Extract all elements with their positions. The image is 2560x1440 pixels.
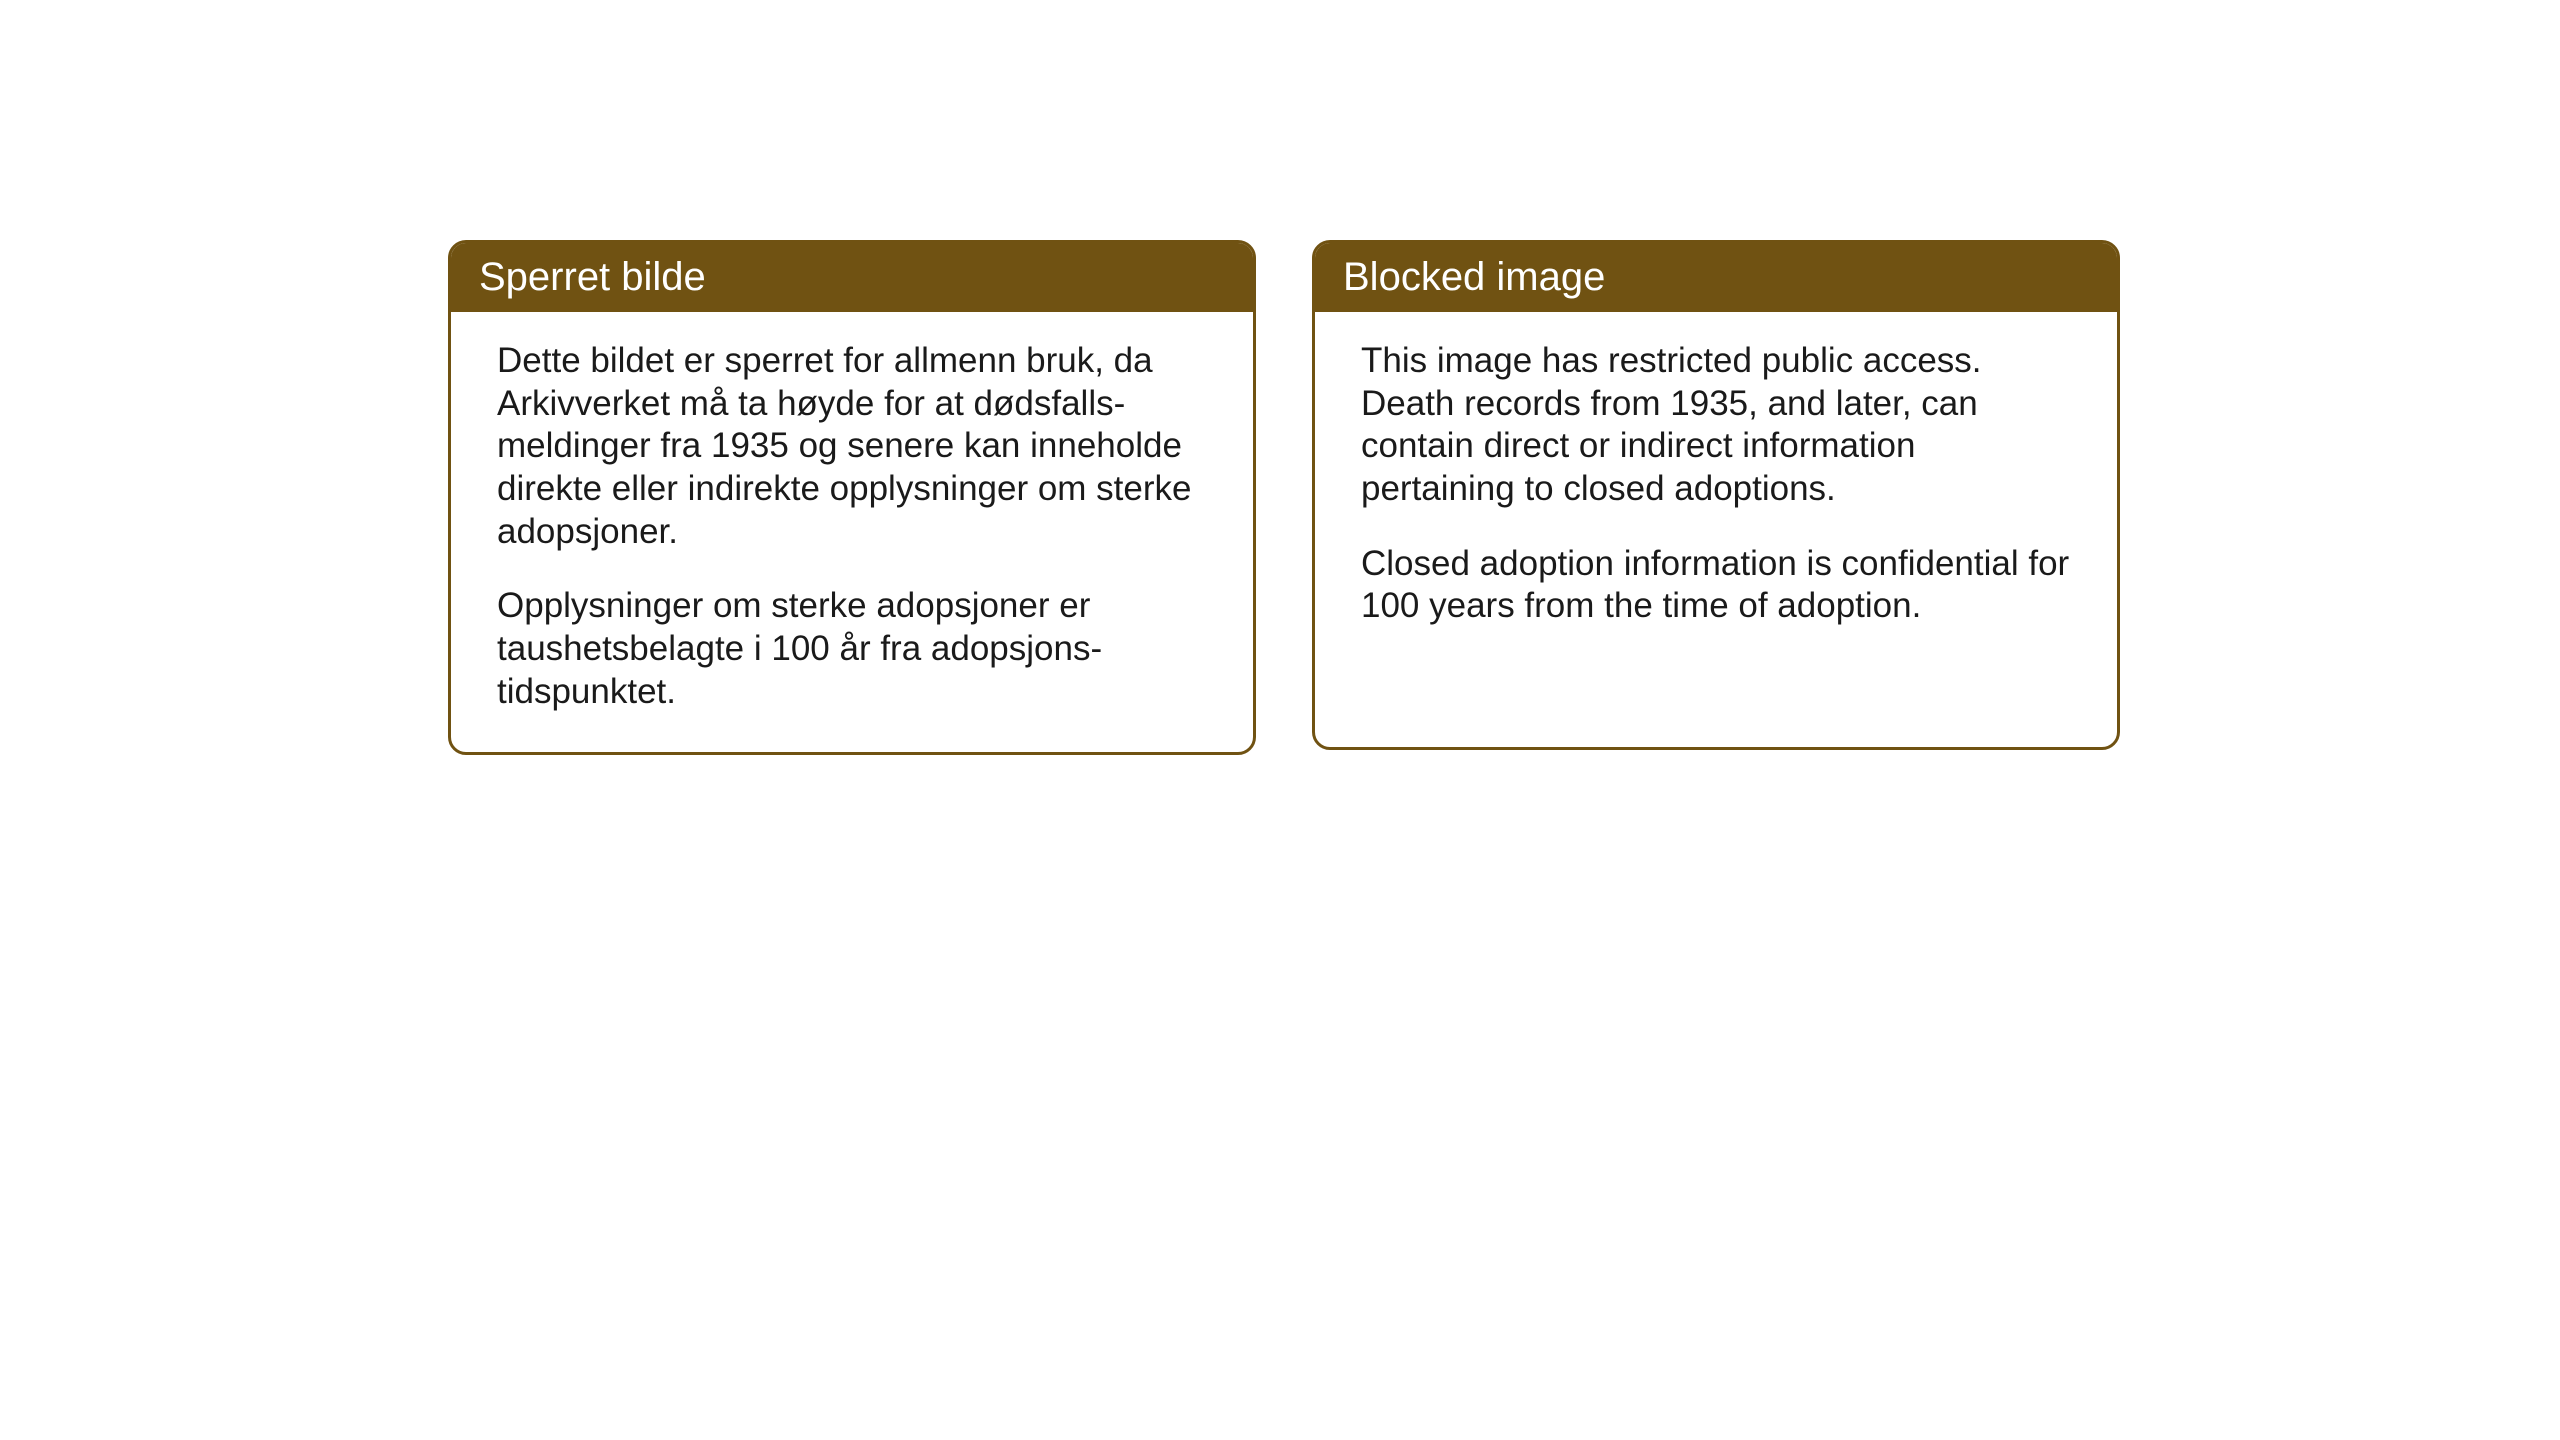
norwegian-paragraph-2: Opplysninger om sterke adopsjoner er tau… bbox=[497, 585, 1207, 713]
english-paragraph-2: Closed adoption information is confident… bbox=[1361, 543, 2071, 628]
english-card: Blocked image This image has restricted … bbox=[1312, 240, 2120, 750]
english-card-title: Blocked image bbox=[1315, 243, 2117, 312]
norwegian-paragraph-1: Dette bildet er sperret for allmenn bruk… bbox=[497, 340, 1207, 553]
norwegian-card-body: Dette bildet er sperret for allmenn bruk… bbox=[451, 312, 1253, 752]
norwegian-card-title: Sperret bilde bbox=[451, 243, 1253, 312]
norwegian-card: Sperret bilde Dette bildet er sperret fo… bbox=[448, 240, 1256, 755]
english-paragraph-1: This image has restricted public access.… bbox=[1361, 340, 2071, 511]
english-card-body: This image has restricted public access.… bbox=[1315, 312, 2117, 666]
notice-container: Sperret bilde Dette bildet er sperret fo… bbox=[448, 240, 2120, 755]
